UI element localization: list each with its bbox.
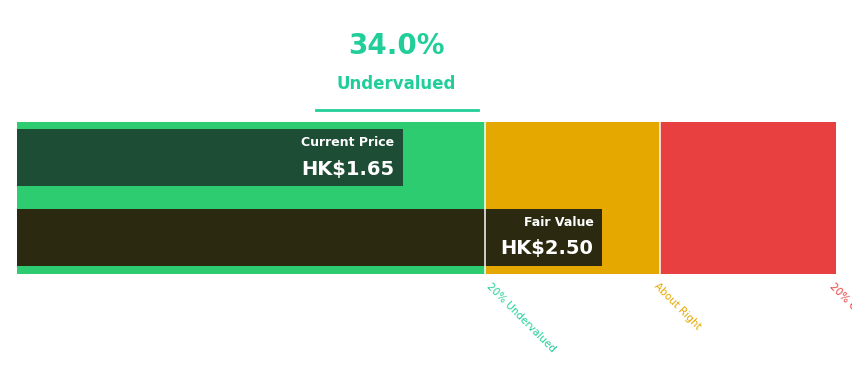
Text: Current Price: Current Price	[301, 136, 394, 149]
Text: 20% Undervalued: 20% Undervalued	[485, 281, 557, 354]
Bar	[17, 129, 403, 186]
Bar	[485, 122, 659, 274]
Text: 34.0%: 34.0%	[348, 32, 445, 60]
Text: HK$1.65: HK$1.65	[301, 160, 394, 179]
Text: HK$2.50: HK$2.50	[500, 239, 593, 258]
Bar	[17, 122, 485, 274]
Text: About Right: About Right	[651, 281, 702, 332]
Text: Undervalued: Undervalued	[337, 74, 456, 93]
Text: Fair Value: Fair Value	[523, 216, 593, 229]
Bar	[659, 122, 835, 274]
Bar	[17, 209, 602, 266]
Text: 20% Overvalued: 20% Overvalued	[826, 281, 852, 350]
